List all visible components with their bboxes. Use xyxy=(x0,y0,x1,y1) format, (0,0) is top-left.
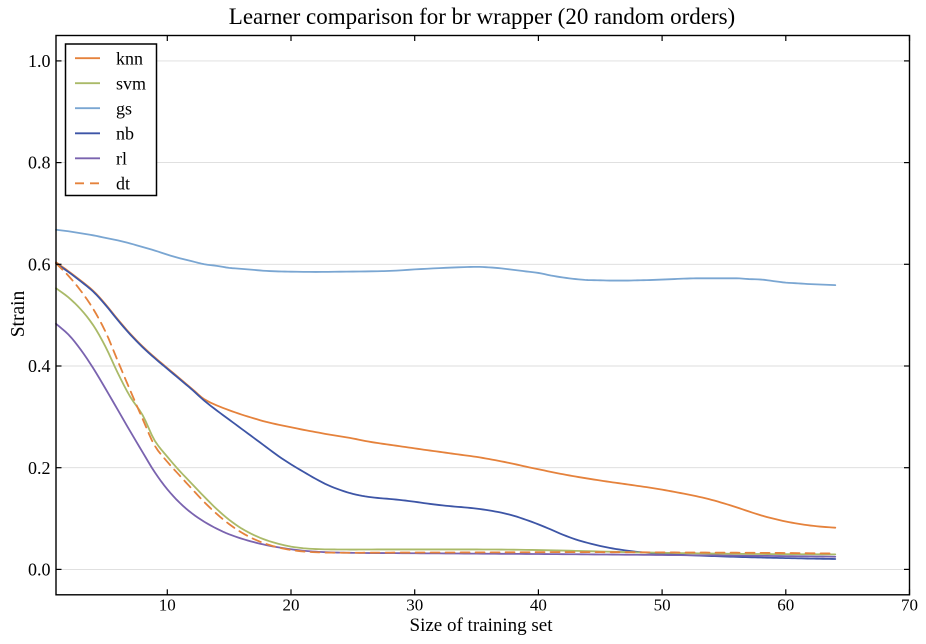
svg-text:10: 10 xyxy=(159,596,176,615)
svg-text:0.6: 0.6 xyxy=(28,254,51,274)
svg-text:Strain: Strain xyxy=(8,290,29,337)
svg-text:40: 40 xyxy=(530,596,547,615)
svg-text:gs: gs xyxy=(116,98,132,118)
svg-text:0.0: 0.0 xyxy=(28,560,51,580)
svg-text:20: 20 xyxy=(283,596,300,615)
svg-text:30: 30 xyxy=(406,596,423,615)
svg-text:70: 70 xyxy=(901,596,918,615)
svg-text:50: 50 xyxy=(654,596,671,615)
svg-text:60: 60 xyxy=(777,596,794,615)
svg-text:dt: dt xyxy=(116,173,130,193)
svg-text:nb: nb xyxy=(116,123,134,143)
svg-text:0.8: 0.8 xyxy=(28,153,51,173)
svg-text:0.2: 0.2 xyxy=(28,458,51,478)
svg-text:1.0: 1.0 xyxy=(28,51,51,71)
svg-text:rl: rl xyxy=(116,148,127,168)
svg-text:Size of training set: Size of training set xyxy=(410,615,554,636)
svg-text:Learner comparison for br wrap: Learner comparison for br wrapper (20 ra… xyxy=(229,4,735,29)
svg-text:0.4: 0.4 xyxy=(28,356,51,376)
svg-text:knn: knn xyxy=(116,48,143,68)
svg-text:svm: svm xyxy=(116,73,146,93)
